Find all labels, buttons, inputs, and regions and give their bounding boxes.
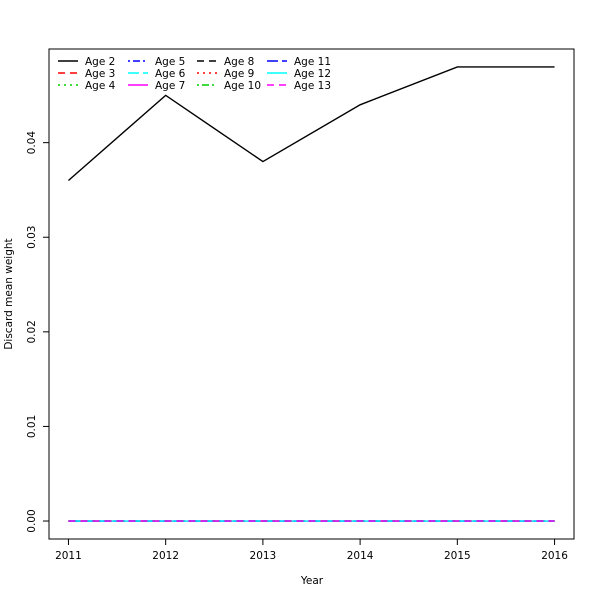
legend-label: Age 13	[294, 80, 331, 92]
legend-label: Age 7	[155, 80, 185, 92]
x-tick-label: 2014	[347, 550, 374, 562]
x-axis-label: Year	[300, 575, 324, 587]
legend-label: Age 8	[224, 56, 254, 68]
x-tick-label: 2015	[444, 550, 471, 562]
series-line-age-2	[67, 66, 555, 182]
legend-label: Age 10	[224, 80, 261, 92]
x-tick-label: 2013	[250, 550, 277, 562]
legend-label: Age 9	[224, 68, 254, 80]
legend-label: Age 12	[294, 68, 331, 80]
series-lines	[67, 66, 555, 522]
legend-label: Age 3	[85, 68, 115, 80]
legend-label: Age 5	[155, 56, 185, 68]
legend-label: Age 6	[155, 68, 186, 80]
y-tick-label: 0.03	[26, 226, 38, 249]
legend-label: Age 2	[85, 56, 115, 68]
y-tick-label: 0.00	[26, 509, 38, 532]
y-tick-label: 0.01	[26, 415, 38, 438]
x-tick-label: 2011	[55, 550, 82, 562]
y-tick-label: 0.04	[26, 131, 38, 155]
y-axis: 0.00 0.01 0.02 0.03 0.04	[26, 131, 49, 533]
x-tick-label: 2016	[541, 550, 568, 562]
y-axis-label: Discard mean weight	[3, 238, 15, 349]
plot-frame	[48, 48, 575, 540]
legend-label: Age 11	[294, 56, 331, 68]
y-tick-label: 0.02	[26, 320, 38, 343]
legend-label: Age 4	[85, 80, 116, 92]
x-tick-label: 2012	[152, 550, 179, 562]
x-axis: 2011 2012 2013 2014 2015 2016	[55, 539, 568, 562]
